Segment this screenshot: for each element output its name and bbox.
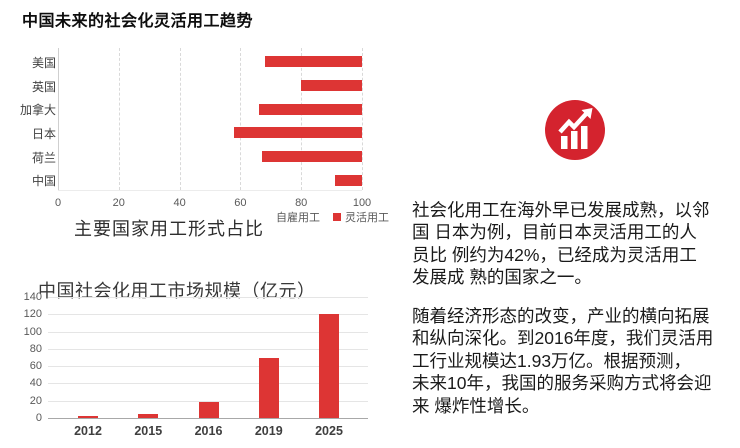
country-bar — [334, 174, 362, 186]
market-chart-plot — [48, 297, 368, 419]
x-tick-label: 80 — [295, 197, 308, 209]
x-tick-label: 20 — [112, 197, 125, 209]
body-text-paragraph-2: 随着经济形态的改变，产业的横向拓展 和纵向深化。到2016年度，我们灵活用 工行… — [412, 306, 714, 416]
gridline — [48, 297, 368, 298]
category-label: 荷兰 — [31, 150, 56, 165]
gridline — [240, 48, 242, 190]
country-chart-legend: 自雇用工 灵活用工 — [276, 209, 389, 225]
legend-swatch-icon — [333, 213, 341, 221]
country-chart-plot — [58, 48, 363, 191]
category-label: 日本 — [31, 126, 56, 141]
category-label: 加拿大 — [19, 103, 56, 118]
year-label: 2025 — [315, 424, 343, 438]
market-chart-title: 中国社会化用工市场规模（亿元） — [38, 281, 316, 301]
year-bar — [319, 314, 339, 418]
legend-label: 自雇用工 — [276, 212, 320, 224]
gridline — [179, 48, 181, 190]
y-tick-label: 0 — [35, 412, 42, 424]
y-tick-label: 20 — [29, 394, 42, 407]
category-label: 英国 — [31, 79, 56, 94]
gridline — [48, 383, 368, 385]
x-tick-label: 0 — [54, 197, 62, 209]
country-bar — [301, 80, 362, 91]
legend-item-self-employed: 自雇用工 — [276, 209, 320, 225]
gridline — [362, 48, 363, 190]
gridline — [48, 314, 368, 316]
legend-item-flexible: 灵活用工 — [333, 209, 389, 225]
x-tick-label: 100 — [352, 197, 372, 209]
x-tick-label: 60 — [234, 197, 247, 209]
body-text-paragraph-1: 社会化用工在海外早已发展成熟，以邻 国 日本为例，目前日本灵活用工的人 员比 例… — [412, 200, 710, 288]
year-label: 2016 — [194, 424, 223, 438]
country-chart-caption: 主要国家用工形式占比 — [74, 219, 264, 239]
year-label: 2019 — [254, 424, 283, 438]
page-title: 中国未来的社会化灵活用工趋势 — [22, 13, 254, 30]
y-tick-label: 100 — [23, 325, 42, 338]
y-tick-label: 80 — [29, 342, 42, 355]
market-chart-x-axis: 2012 2015 2016 2019 2025 — [48, 424, 368, 438]
x-tick-label: 40 — [173, 197, 186, 209]
year-bar — [138, 413, 159, 418]
gridline — [58, 48, 59, 190]
y-tick-label: 120 — [23, 308, 42, 321]
year-label: 2015 — [134, 424, 163, 438]
year-bar — [78, 416, 98, 418]
legend-label: 灵活用工 — [345, 212, 389, 224]
y-tick-label: 60 — [29, 360, 42, 373]
country-chart-x-axis: 0 20 40 60 80 100 — [54, 197, 371, 210]
gridline — [301, 48, 303, 190]
growth-trend-icon — [545, 100, 605, 160]
category-label: 中国 — [31, 174, 56, 189]
year-bar — [198, 401, 219, 418]
gridline — [48, 348, 368, 350]
gridline — [48, 400, 368, 402]
year-bar — [258, 357, 279, 418]
country-bar — [264, 56, 362, 68]
country-bar — [234, 127, 362, 139]
gridline — [48, 331, 368, 333]
country-bar — [258, 103, 362, 115]
country-chart-category-labels: 美国英国加拿大日本荷兰中国 — [12, 48, 56, 190]
country-bar — [261, 151, 362, 162]
gridline — [48, 366, 368, 368]
y-tick-label: 140 — [23, 291, 42, 303]
gridline — [118, 48, 120, 190]
y-tick-label: 40 — [29, 377, 42, 390]
year-label: 2012 — [74, 424, 102, 438]
market-chart-y-axis: 0 20 40 60 80 100 120 140 — [12, 291, 42, 424]
category-label: 美国 — [31, 55, 56, 70]
